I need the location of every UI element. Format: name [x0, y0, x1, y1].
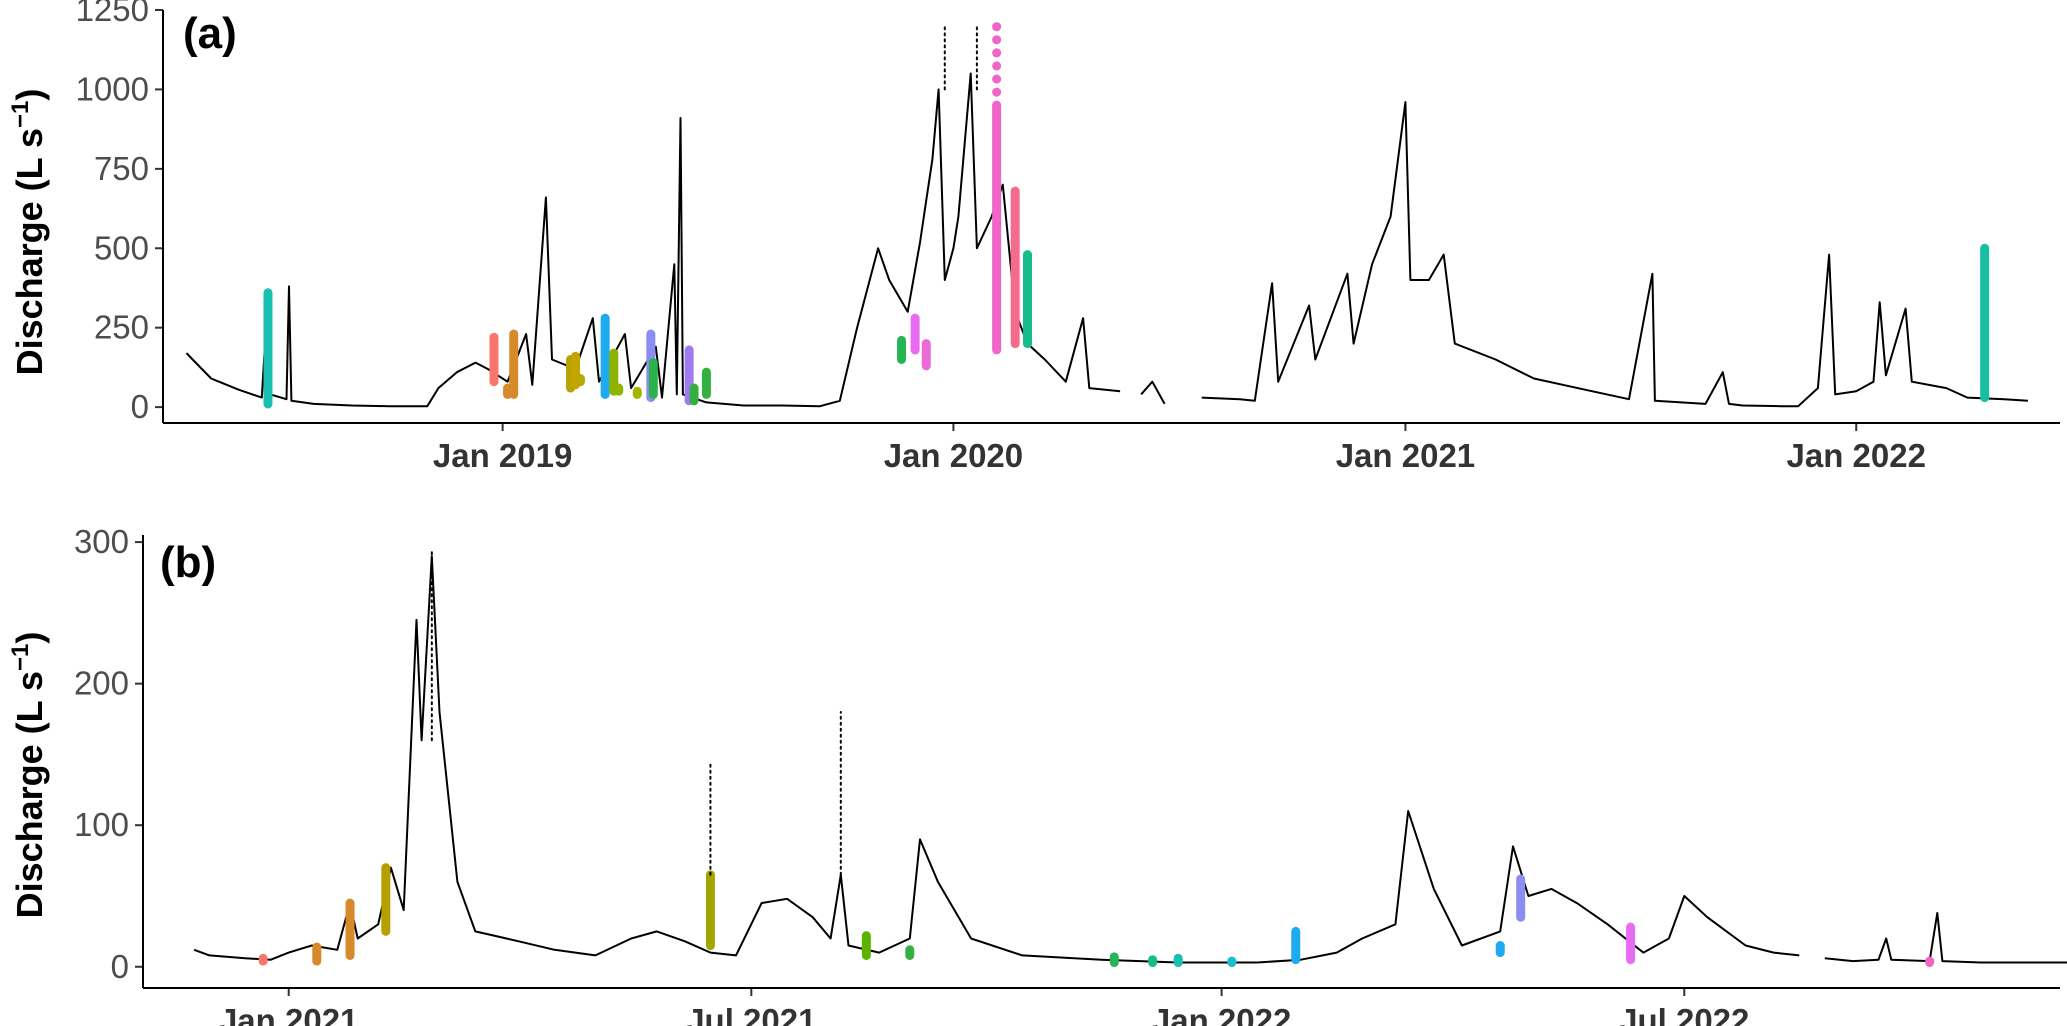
- panel-a-y-axis-title-close: ): [9, 89, 50, 101]
- panel-a: Discharge (L s−1) (a) 0 250 500 750 1000 1250…: [7, 0, 2060, 474]
- panel-b-y-tick-label: 200: [74, 665, 129, 702]
- panel-a-y-tick-label: 750: [94, 150, 149, 187]
- panel-b-series: [193, 555, 2067, 964]
- panel-b-x-tick-label: Jan 2022: [1152, 1002, 1291, 1026]
- panel-a-y-tick-label: 0: [131, 388, 149, 425]
- panel-b-y-axis-title-close: ): [9, 632, 50, 644]
- panel-b-label: (b): [160, 538, 216, 587]
- panel-a-discharge-line: [1201, 101, 2028, 408]
- panel-b-y-tick-label: 100: [74, 806, 129, 843]
- svg-text:Discharge (L s−1): Discharge (L s−1): [7, 632, 50, 919]
- panel-a-y-tick-label: 500: [94, 229, 149, 266]
- panel-a-x-tick-label: Jan 2021: [1336, 437, 1475, 474]
- panel-a-y-ticks: 0 250 500 750 1000 1250: [76, 0, 163, 425]
- panel-a-y-axis-title-main: Discharge (L s: [9, 128, 50, 375]
- panel-a-series: [185, 72, 2028, 408]
- panel-a-y-axis-title: Discharge (L s−1): [7, 89, 50, 376]
- panel-a-x-ticks: Jan 2019 Jan 2020 Jan 2021 Jan 2022: [433, 423, 1926, 474]
- panel-a-discharge-line: [1140, 380, 1166, 405]
- panel-a-x-tick-label: Jan 2022: [1786, 437, 1925, 474]
- panel-a-y-tick-label: 1250: [76, 0, 149, 28]
- panel-a-label: (a): [183, 9, 237, 58]
- panel-b-y-tick-label: 0: [111, 948, 129, 985]
- panel-b-y-axis-title-main: Discharge (L s: [9, 671, 50, 918]
- panel-b-y-ticks: 0 100 200 300: [74, 523, 143, 985]
- panel-b-y-axis-title: Discharge (L s−1): [7, 632, 50, 919]
- panel-b-discharge-line: [193, 555, 1800, 964]
- panel-b: Discharge (L s−1) (b) 0 100 200 300 Jan 202…: [7, 523, 2067, 1026]
- panel-b-x-tick-label: Jul 2022: [1619, 1002, 1749, 1026]
- panel-a-y-tick-label: 250: [94, 309, 149, 346]
- panel-b-x-ticks: Jan 2021 Jul 2021 Jan 2022 Jul 2022: [219, 988, 1749, 1026]
- panel-b-y-tick-label: 300: [74, 523, 129, 560]
- panel-b-discharge-line: [1824, 912, 2067, 964]
- panel-b-x-tick-label: Jul 2021: [686, 1002, 816, 1026]
- svg-text:Discharge (L s−1): Discharge (L s−1): [7, 89, 50, 376]
- panel-a-y-axis-title-sup: −1: [7, 101, 34, 128]
- panel-b-y-axis-title-sup: −1: [7, 644, 34, 671]
- panel-a-events: [263, 21, 1990, 409]
- panel-a-discharge-line: [185, 72, 1121, 408]
- panel-a-x-tick-label: Jan 2019: [433, 437, 572, 474]
- panel-b-events: [258, 548, 1935, 968]
- panel-a-x-tick-label: Jan 2020: [884, 437, 1023, 474]
- panel-b-x-tick-label: Jan 2021: [219, 1002, 358, 1026]
- panel-a-y-tick-label: 1000: [76, 70, 149, 107]
